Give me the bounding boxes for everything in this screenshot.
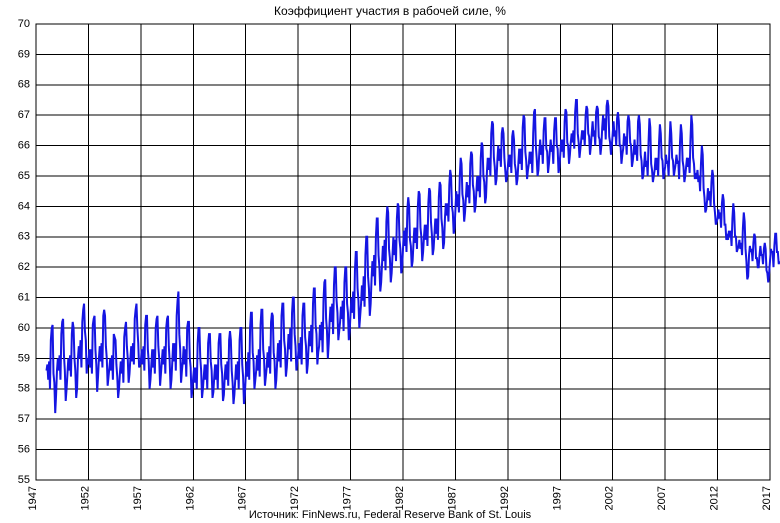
chart-title: Коэффициент участия в рабочей силе, %	[0, 4, 780, 18]
chart-source: Источник: FinNews.ru, Federal Reserve Ba…	[0, 509, 780, 521]
x-axis-ticks: 1947 1952 1957 1962 1967 1972 1977 1982 1987 1992…	[27, 486, 773, 510]
y-tick-label: 55	[18, 474, 30, 486]
y-tick-label: 56	[18, 444, 30, 456]
y-tick-label: 63	[18, 231, 30, 243]
x-tick-label: 1997	[551, 486, 563, 510]
x-tick-label: 1962	[184, 486, 196, 510]
x-tick-label: 1992	[499, 486, 511, 510]
y-tick-label: 59	[18, 352, 30, 364]
series-line	[46, 100, 779, 413]
y-tick-label: 69	[18, 48, 30, 60]
x-tick-label: 1967	[237, 486, 249, 510]
y-tick-label: 62	[18, 261, 30, 273]
x-tick-label: 1972	[289, 486, 301, 510]
x-tick-label: 2017	[761, 486, 773, 510]
y-axis-ticks: 55 56 57 58 59 60 61 62 63 64 65 66 67 68 69 70	[18, 18, 30, 486]
x-tick-label: 1947	[27, 486, 39, 510]
x-tick-label: 1957	[132, 486, 144, 510]
y-tick-label: 65	[18, 170, 30, 182]
x-tick-label: 2002	[604, 486, 616, 510]
x-tick-label: 2007	[656, 486, 668, 510]
x-tick-label: 2012	[709, 486, 721, 510]
y-tick-label: 67	[18, 109, 30, 121]
y-tick-label: 66	[18, 140, 30, 152]
x-tick-label: 1952	[79, 486, 91, 510]
y-tick-label: 61	[18, 292, 30, 304]
y-tick-label: 60	[18, 322, 30, 334]
y-tick-label: 58	[18, 383, 30, 395]
y-tick-label: 57	[18, 413, 30, 425]
x-tick-label: 1982	[394, 486, 406, 510]
x-tick-label: 1977	[342, 486, 354, 510]
y-tick-label: 64	[18, 200, 30, 212]
chart-container: Коэффициент участия в рабочей силе, % 55…	[0, 0, 780, 523]
x-tick-label: 1987	[446, 486, 458, 510]
y-tick-label: 68	[18, 79, 30, 91]
y-tick-label: 70	[18, 18, 30, 30]
chart-svg: 55 56 57 58 59 60 61 62 63 64 65 66 67 68 69 70 1947 1952…	[0, 0, 780, 523]
